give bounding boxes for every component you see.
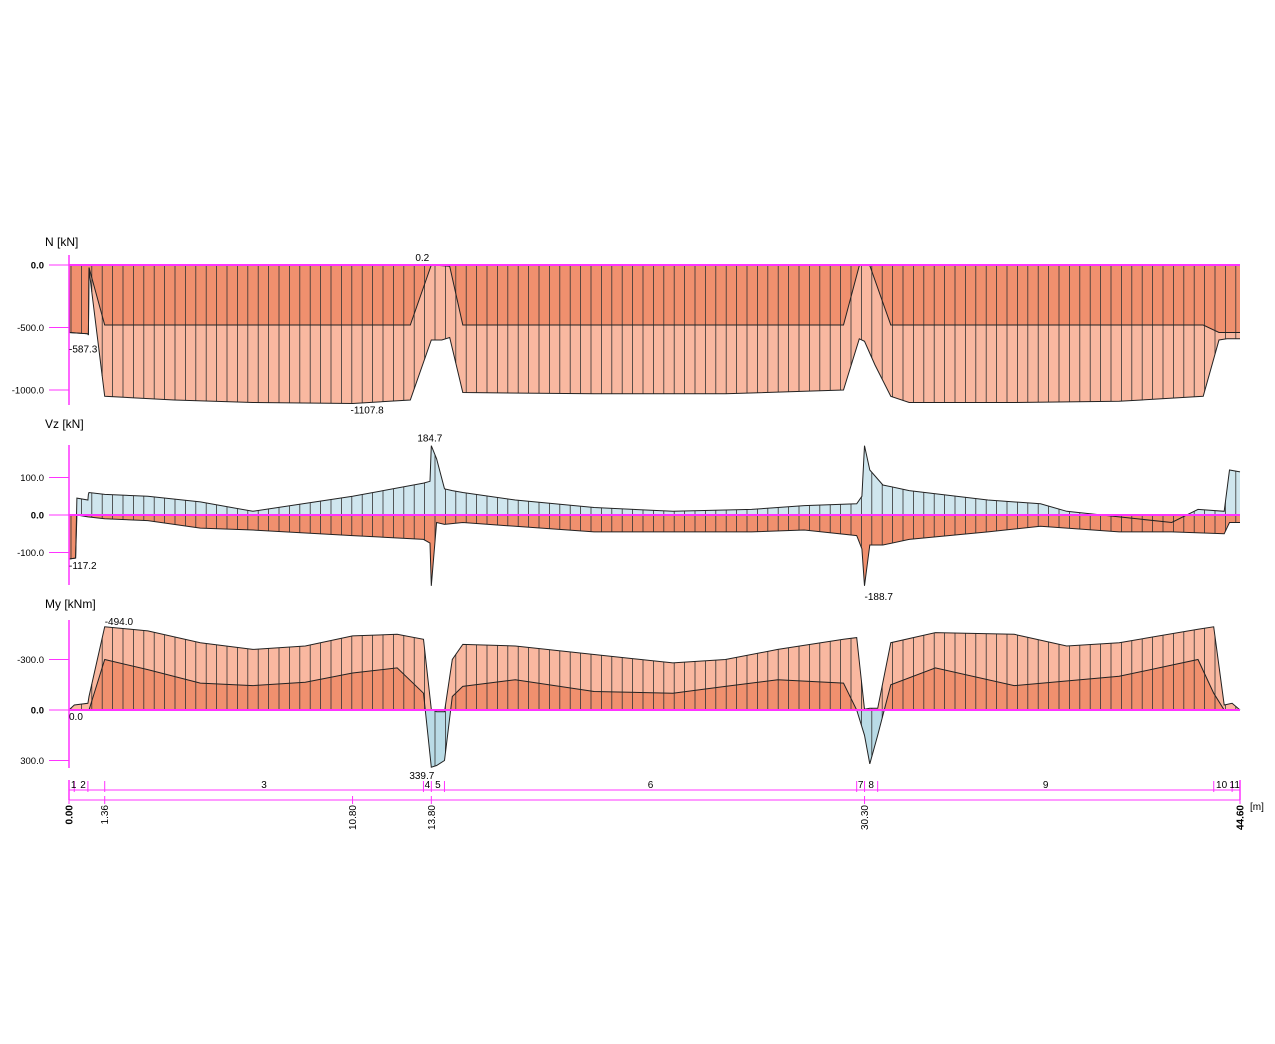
segment-label: 11 <box>1230 780 1241 791</box>
value-annotation: 184.7 <box>417 434 442 445</box>
segment-label: 10 <box>1216 780 1228 791</box>
envelope-area-red <box>69 515 1240 586</box>
value-annotation: -587.3 <box>69 344 98 355</box>
value-annotation: 0.0 <box>69 712 83 723</box>
envelope-area-blue <box>69 445 1240 515</box>
envelope-outline <box>69 658 1240 768</box>
value-annotation: -117.2 <box>69 561 97 572</box>
envelope-outline <box>68 264 1240 405</box>
hatch-lines <box>70 265 1237 404</box>
y-tick-label: 0.0 <box>31 261 44 272</box>
segment-label: 6 <box>648 780 654 791</box>
diagram-panels: N [kN]0.0-500.0-1000.0-587.30.2-1107.8Vz… <box>12 235 1241 782</box>
value-annotation: -1107.8 <box>351 405 385 416</box>
x-tick-label: 0.00 <box>65 805 76 825</box>
segment-label: 8 <box>868 780 874 791</box>
y-tick-label: 0.0 <box>31 706 44 717</box>
x-tick-label: 13.80 <box>427 805 438 830</box>
value-annotation: 0.2 <box>415 253 429 264</box>
envelope-outline <box>68 626 1241 713</box>
segment-label: 9 <box>1043 780 1049 791</box>
envelope-area-red <box>69 515 1240 559</box>
x-tick-label: 1.36 <box>100 805 111 825</box>
value-annotation: -188.7 <box>865 592 894 603</box>
envelope-outline <box>68 514 1240 586</box>
envelope-outline <box>68 445 1241 560</box>
x-tick-label: 10.80 <box>348 805 359 830</box>
x-tick-label: 30.30 <box>860 805 871 830</box>
y-tick-label: -1000.0 <box>12 386 44 397</box>
segment-label: 2 <box>80 780 86 791</box>
panel-title: Vz [kN] <box>45 417 84 431</box>
envelope-area-red <box>69 265 1240 335</box>
segment-label: 4 <box>425 780 431 791</box>
member-x-axis: [m] 1 2 3 4 5 6 7 8 9 10 11 0.00 1.36 10.80 13.80 30.30… <box>65 780 1264 830</box>
segment-label: 5 <box>435 780 441 791</box>
y-tick-label: 100.0 <box>20 473 44 484</box>
envelope-outline <box>68 264 1240 336</box>
hatch-lines <box>70 454 1237 559</box>
value-annotation: -494.0 <box>105 617 134 628</box>
panel-title: My [kNm] <box>45 597 96 611</box>
segment-label: 3 <box>261 780 267 791</box>
x-tick-label: 44.60 <box>1236 805 1247 830</box>
y-tick-label: 300.0 <box>20 756 44 767</box>
y-tick-label: 0.0 <box>31 511 44 522</box>
y-tick-label: -300.0 <box>17 655 44 666</box>
segment-label: 1 <box>71 780 77 791</box>
x-axis-unit-label: [m] <box>1250 802 1264 813</box>
panel-2: My [kNm] -300.0 0.0 300.0 -494.0 0.0 339.7 <box>17 597 1241 782</box>
panel-0: N [kN] 0.0 -500.0 -1000.0 -587.3 0.2 -1107.8 <box>12 235 1240 416</box>
panel-title: N [kN] <box>45 235 78 249</box>
panel-1: Vz [kN] 100.0 0.0 -100.0 -117.2 184.7 -188.7 <box>17 417 1241 603</box>
y-tick-label: -100.0 <box>17 548 44 559</box>
y-tick-label: -500.0 <box>17 323 44 334</box>
value-annotation: 339.7 <box>409 771 434 782</box>
segment-label: 7 <box>858 780 864 791</box>
